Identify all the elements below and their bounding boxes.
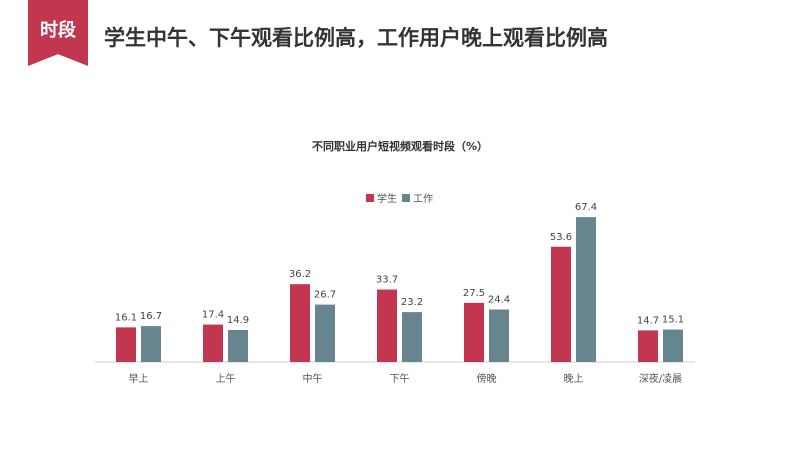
section-tag-label: 时段 — [40, 20, 76, 41]
data-label-0-0: 16.1 — [115, 312, 137, 323]
data-label-1-1: 14.9 — [227, 315, 249, 326]
bar-2-1 — [315, 304, 335, 362]
bar-6-0 — [638, 330, 658, 362]
bar-5-1 — [576, 217, 596, 362]
bar-4-0 — [464, 302, 484, 362]
x-tick-label-3: 下午 — [390, 372, 410, 385]
data-label-3-0: 33.7 — [376, 275, 398, 286]
data-label-6-0: 14.7 — [637, 315, 659, 326]
data-label-2-0: 36.2 — [289, 269, 311, 280]
legend-label-work: 工作 — [413, 193, 433, 205]
bar-1-0 — [203, 324, 223, 362]
data-label-4-0: 27.5 — [463, 288, 485, 299]
data-label-5-0: 53.6 — [550, 232, 572, 243]
data-label-3-1: 23.2 — [401, 297, 423, 308]
x-tick-label-1: 上午 — [216, 372, 236, 385]
bar-0-1 — [141, 326, 161, 362]
data-label-1-0: 17.4 — [202, 310, 224, 321]
legend-label-student: 学生 — [377, 192, 397, 205]
chart-title: 不同职业用户短视频观看时段（%） — [312, 139, 488, 153]
bar-1-1 — [228, 329, 248, 362]
bar-3-0 — [377, 289, 397, 362]
bar-6-1 — [663, 329, 683, 362]
page-headline: 学生中午、下午观看比例高，工作用户晚上观看比例高 — [104, 26, 608, 50]
x-tick-label-0: 早上 — [129, 373, 149, 385]
x-tick-label-4: 傍晚 — [477, 372, 497, 385]
data-label-5-1: 67.4 — [575, 202, 597, 213]
x-tick-label-5: 晚上 — [564, 373, 584, 385]
data-label-0-1: 16.7 — [140, 311, 162, 322]
legend-swatch-student — [366, 194, 374, 202]
x-tick-label-2: 中午 — [303, 372, 323, 385]
bar-0-0 — [116, 327, 136, 362]
data-label-6-1: 15.1 — [662, 315, 684, 326]
data-label-4-1: 24.4 — [488, 295, 510, 306]
bar-2-0 — [290, 284, 310, 362]
bar-4-1 — [489, 309, 509, 362]
data-label-2-1: 26.7 — [314, 290, 336, 301]
x-tick-label-6: 深夜/凌晨 — [639, 372, 682, 385]
legend-swatch-work — [402, 194, 410, 202]
bar-3-1 — [402, 312, 422, 362]
bars-group: 16.1 16.7 早上 17.4 14.9 上午 36.226.7 中午 33.723.2 下午… — [115, 202, 684, 385]
bar-5-0 — [551, 246, 571, 362]
